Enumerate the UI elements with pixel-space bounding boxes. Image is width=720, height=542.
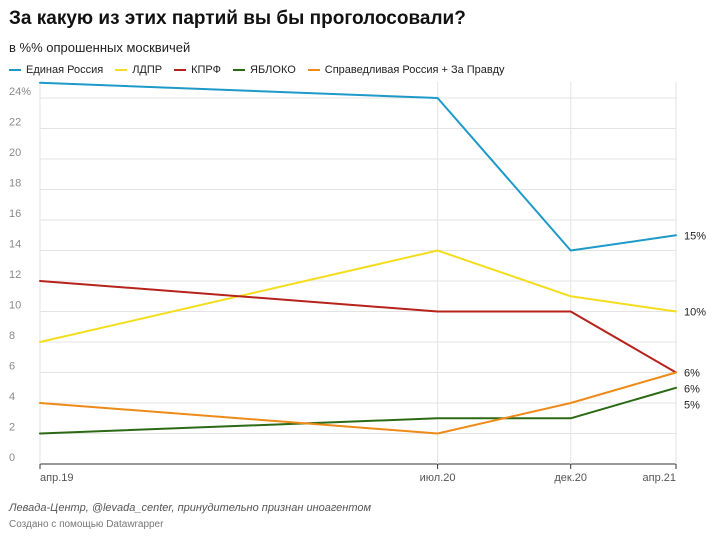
y-tick-label: 22 xyxy=(9,117,21,129)
end-value-label: 5% xyxy=(684,400,700,412)
y-tick-label: 24% xyxy=(9,86,31,98)
y-tick-label: 12 xyxy=(9,269,21,281)
legend-item-yabloko: ЯБЛОКО xyxy=(233,64,296,76)
y-tick-label: 18 xyxy=(9,178,21,190)
legend-item-edinaya-rossiya: Единая Россия xyxy=(9,64,103,76)
y-tick-label: 6 xyxy=(9,361,15,373)
x-tick-label: апр.21 xyxy=(643,472,676,484)
legend-label: КПРФ xyxy=(191,64,221,76)
legend-swatch xyxy=(174,69,187,71)
y-tick-label: 0 xyxy=(9,452,15,464)
y-tick-label: 4 xyxy=(9,391,15,403)
end-value-label: 15% xyxy=(684,230,706,242)
legend-item-ldpr: ЛДПР xyxy=(115,64,162,76)
chart-subtitle: в %% опрошенных москвичей xyxy=(9,40,191,55)
series-line xyxy=(39,249,677,343)
series-line xyxy=(39,81,677,252)
chart-title: За какую из этих партий вы бы проголосов… xyxy=(9,8,466,29)
source-note: Левада-Центр, @levada_center, принудител… xyxy=(9,502,372,514)
legend: Единая Россия ЛДПР КПРФ ЯБЛОКО Справедли… xyxy=(9,64,517,76)
legend-swatch xyxy=(9,69,21,71)
y-tick-label: 16 xyxy=(9,208,21,220)
y-tick-label: 14 xyxy=(9,239,21,251)
y-tick-label: 10 xyxy=(9,300,21,312)
legend-label: Справедливая Россия + За Правду xyxy=(324,64,505,76)
legend-swatch xyxy=(115,69,128,71)
y-tick-label: 20 xyxy=(9,147,21,159)
line-chart: 0 2 4 6 8 10 12 14 16 18 20 22 24% апр.19 июл.20 дек.20… xyxy=(9,81,706,484)
x-tick-label: апр.19 xyxy=(40,472,73,484)
legend-swatch xyxy=(307,69,320,71)
x-tick-label: июл.20 xyxy=(420,472,456,484)
legend-label: Единая Россия xyxy=(26,64,104,76)
legend-swatch xyxy=(233,69,245,71)
legend-item-spravedlivaya-rossiya: Справедливая Россия + За Правду xyxy=(307,64,505,76)
legend-label: ЛДПР xyxy=(132,64,163,76)
series-line xyxy=(39,280,677,374)
legend-label: ЯБЛОКО xyxy=(250,64,296,76)
x-tick-label: дек.20 xyxy=(554,472,587,484)
y-tick-label: 8 xyxy=(9,330,15,342)
y-tick-label: 2 xyxy=(9,422,15,434)
end-value-label: 6% xyxy=(684,384,700,396)
end-value-label: 6% xyxy=(684,368,700,380)
series-line xyxy=(39,371,677,435)
end-value-label: 10% xyxy=(684,307,706,319)
legend-item-kprf: КПРФ xyxy=(174,64,221,76)
credit-note: Создано с помощью Datawrapper xyxy=(9,519,164,530)
